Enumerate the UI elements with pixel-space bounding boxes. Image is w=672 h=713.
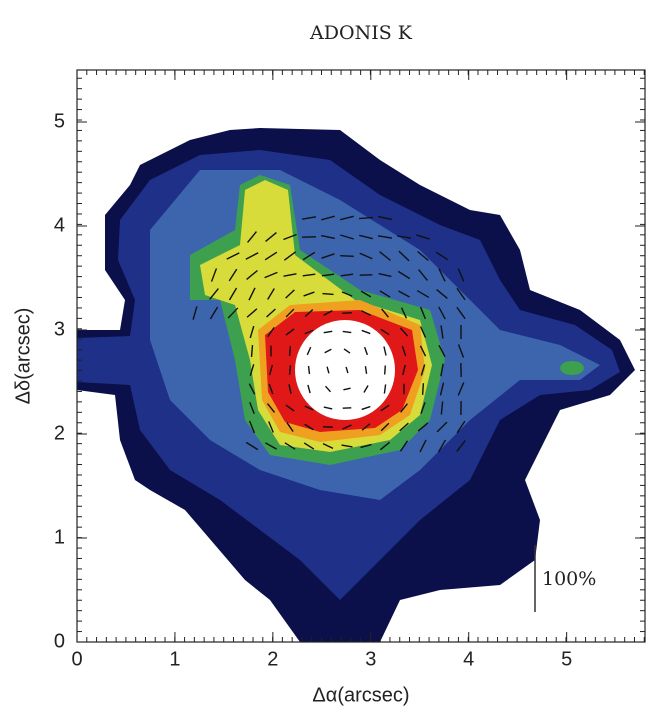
- x-tick-label: 3: [365, 648, 376, 670]
- annotation: 100%: [542, 568, 596, 590]
- chart-title: ADONIS K: [309, 22, 413, 44]
- y-tick-label: 2: [54, 422, 65, 444]
- vector: [342, 313, 352, 314]
- vector: [322, 294, 333, 295]
- y-tick-label: 5: [54, 110, 65, 132]
- y-axis-label: Δδ(arcsec): [12, 308, 34, 405]
- vector: [340, 256, 354, 257]
- vector: [423, 383, 424, 395]
- vector: [323, 427, 333, 428]
- x-tick-label: 2: [267, 648, 278, 670]
- y-tick-label: 4: [54, 214, 65, 236]
- x-tick-label: 1: [169, 648, 180, 670]
- y-tick-label: 1: [54, 526, 65, 548]
- x-tick-label: 5: [561, 648, 572, 670]
- chart: 0 1 2 3 4 5 0 1 2 3 4 5 100% ADONIS K Δα(arcsec) Δδ…: [0, 0, 672, 709]
- x-tick-label: 0: [71, 648, 82, 670]
- y-tick-label: 0: [54, 630, 65, 652]
- x-axis-label: Δα(arcsec): [312, 684, 409, 706]
- intensity-map: [77, 128, 635, 642]
- vector: [290, 346, 291, 356]
- y-tick-label: 3: [54, 318, 65, 340]
- vector: [309, 366, 310, 374]
- x-tick-label: 4: [463, 648, 474, 670]
- map-green-knot: [560, 361, 584, 375]
- vector: [252, 345, 253, 357]
- vector: [290, 365, 291, 374]
- vector: [385, 366, 386, 375]
- map-core: [295, 320, 395, 420]
